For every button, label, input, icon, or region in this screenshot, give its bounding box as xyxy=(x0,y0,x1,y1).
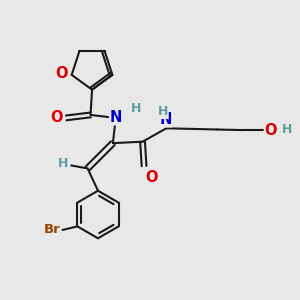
Text: O: O xyxy=(56,66,68,81)
Text: N: N xyxy=(110,110,122,125)
Text: H: H xyxy=(158,106,168,118)
Text: N: N xyxy=(160,112,172,127)
Text: H: H xyxy=(131,103,142,116)
Text: O: O xyxy=(264,123,277,138)
Text: Br: Br xyxy=(44,224,60,236)
Text: O: O xyxy=(146,169,158,184)
Text: H: H xyxy=(282,123,292,136)
Text: O: O xyxy=(50,110,63,125)
Text: H: H xyxy=(58,158,68,170)
